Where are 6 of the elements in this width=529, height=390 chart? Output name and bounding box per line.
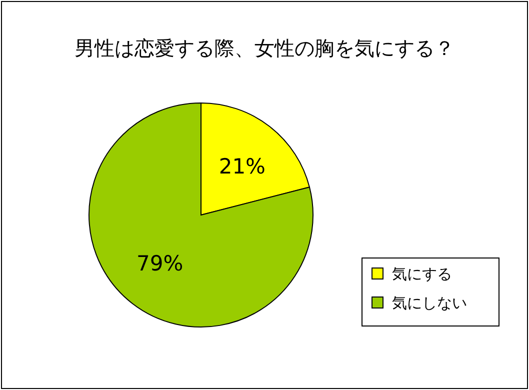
legend-label: 気にしない <box>392 294 467 312</box>
chart-title: 男性は恋愛する際、女性の胸を気にする？ <box>74 36 454 60</box>
pie-slice <box>88 102 314 328</box>
data-label: 21% <box>218 154 266 178</box>
data-label: 79% <box>136 252 184 276</box>
legend-label: 気にする <box>392 265 452 283</box>
